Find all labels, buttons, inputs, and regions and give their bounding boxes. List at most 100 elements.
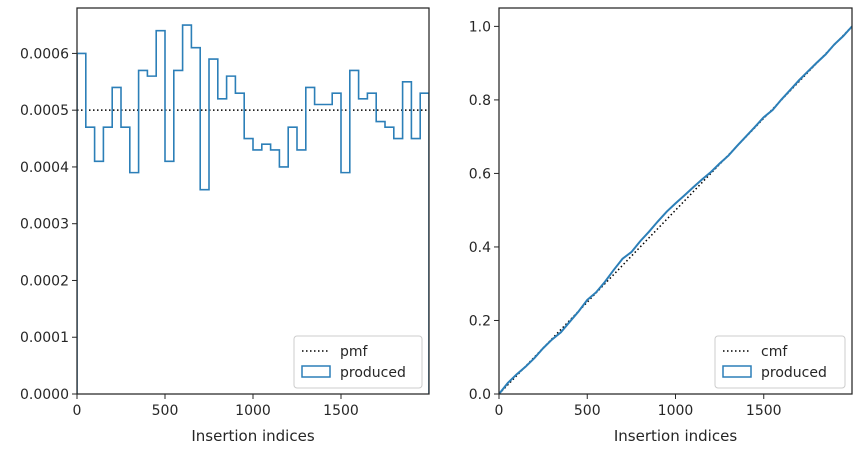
series-point — [533, 357, 536, 359]
histogram-bin — [121, 127, 130, 394]
plot-area — [77, 24, 429, 394]
series-point — [762, 116, 765, 118]
legend: cmf produced — [714, 335, 846, 389]
y-tick-label: 1.0 — [469, 19, 491, 35]
series-point — [824, 53, 827, 56]
series-point — [701, 178, 703, 181]
y-tick-label: 0.0001 — [20, 330, 69, 346]
series-point — [648, 230, 650, 233]
y-tick-label: 0.0 — [469, 387, 491, 403]
histogram-bin — [130, 173, 139, 394]
series-point — [621, 257, 624, 260]
histogram-bin — [103, 127, 112, 394]
histogram-bin — [218, 99, 227, 394]
y-tick-label: 0.2 — [469, 313, 491, 329]
series-point — [780, 98, 783, 101]
x-tick-label: 1000 — [235, 403, 271, 419]
histogram-bin — [183, 25, 192, 394]
series-point — [745, 135, 747, 138]
series-point — [577, 310, 580, 313]
series-point — [551, 338, 553, 341]
series-point — [727, 154, 730, 157]
series-point — [754, 126, 756, 128]
series-point — [771, 109, 774, 111]
series-point — [842, 35, 844, 37]
y-tick-label: 0.6 — [469, 166, 491, 182]
histogram-bin — [244, 139, 253, 394]
y-tick-label: 0.0006 — [20, 46, 69, 62]
y-tick-label: 0.0002 — [20, 273, 69, 289]
series-point — [604, 281, 606, 283]
series-point — [710, 171, 712, 173]
histogram-bin — [86, 127, 95, 394]
series-point — [657, 220, 659, 223]
series-point — [789, 89, 792, 91]
x-axis-title: Insertion indices — [191, 427, 314, 445]
histogram-bin — [191, 48, 200, 394]
series-point — [736, 144, 739, 147]
y-tick-label: 0.0004 — [20, 160, 69, 176]
histogram-bin — [253, 150, 262, 394]
y-tick-label: 0.0005 — [20, 103, 69, 119]
legend-series-swatch — [301, 365, 331, 378]
legend-series-label: produced — [761, 365, 827, 381]
series-point — [718, 162, 721, 165]
series-point — [542, 347, 544, 350]
x-tick-label: 1000 — [658, 403, 694, 419]
legend-frame — [714, 335, 846, 389]
x-tick-label: 0 — [495, 403, 504, 419]
panel-2: 0.0 0.2 0.4 0.6 0.8 1.0 0 500 1000 1500 Insertion … — [469, 7, 853, 445]
x-tick-label: 1500 — [323, 403, 359, 419]
histogram-bin — [174, 70, 183, 394]
panel-1: 0.0000 0.0001 0.0002 0.0003 0.0004 0.0005 0.00… — [20, 7, 430, 445]
histogram-bin — [95, 161, 104, 394]
histogram-bin — [156, 31, 165, 394]
histogram-bin — [235, 93, 244, 394]
y-tick-label: 0.0000 — [20, 387, 69, 403]
x-tick-label: 500 — [152, 403, 179, 419]
histogram-bin — [271, 150, 280, 394]
x-axis-title: Insertion indices — [614, 427, 737, 445]
legend-reference-label: pmf — [340, 344, 369, 360]
y-tick-label: 0.0003 — [20, 217, 69, 233]
legend-frame — [293, 335, 423, 389]
x-tick-label: 0 — [73, 403, 82, 419]
legend: pmf produced — [293, 335, 423, 389]
series-point — [586, 299, 589, 301]
series-point — [524, 365, 527, 368]
histogram-bin — [227, 76, 236, 394]
histogram-bin — [209, 59, 218, 394]
legend-series-label: produced — [340, 365, 406, 381]
histogram-bin — [77, 53, 86, 394]
series-point — [798, 79, 800, 82]
legend-series-swatch — [722, 365, 752, 378]
series-point — [559, 331, 562, 334]
series-point — [683, 194, 686, 197]
series-point — [639, 240, 641, 243]
histogram-bin — [200, 190, 209, 394]
x-tick-label: 500 — [574, 403, 601, 419]
x-tick-label: 1500 — [746, 403, 782, 419]
series-point — [665, 210, 668, 213]
series-point — [807, 70, 809, 73]
series-point — [612, 269, 615, 271]
axes-frame — [498, 7, 853, 395]
series-produced-step — [77, 24, 429, 394]
series-point — [692, 186, 694, 189]
histogram-bin — [147, 76, 156, 394]
series-point — [568, 321, 571, 323]
series-point — [630, 251, 633, 253]
series-point — [674, 202, 677, 205]
series-point — [815, 61, 818, 64]
histogram-bin — [262, 144, 271, 394]
y-tick-label: 0.8 — [469, 93, 491, 109]
y-tick-label: 0.4 — [469, 240, 491, 256]
histogram-bin — [139, 70, 148, 394]
histogram-bin — [165, 161, 174, 394]
plot-area — [499, 25, 852, 394]
legend-reference-label: cmf — [761, 344, 788, 360]
series-point — [595, 291, 597, 294]
axes-frame — [76, 7, 430, 395]
histogram-bin — [112, 87, 121, 394]
